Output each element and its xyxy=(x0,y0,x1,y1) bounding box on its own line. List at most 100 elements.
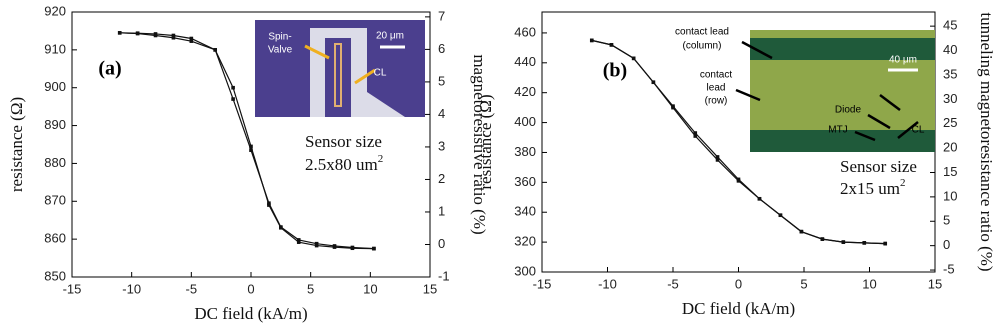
y2-tick-label: 3 xyxy=(438,138,445,153)
x-tick-label: -15 xyxy=(63,281,82,296)
data-point xyxy=(189,36,194,41)
y-tick-label: 300 xyxy=(514,263,536,278)
x-tick-label: 15 xyxy=(423,281,437,296)
y2-tick-label: 40 xyxy=(943,42,957,57)
inset-label: contact xyxy=(700,70,732,81)
data-point xyxy=(117,31,122,35)
inset-label: Diode xyxy=(835,105,862,116)
arrow xyxy=(304,44,330,60)
sensor-dims: 2x15 um2 xyxy=(840,177,905,198)
inset-pattern xyxy=(325,38,351,117)
y-tick-label: 890 xyxy=(44,117,66,132)
y2-tick-label: 2 xyxy=(438,171,445,186)
y2-tick-label: -5 xyxy=(943,261,955,276)
sensor-dims-exponent: 2 xyxy=(900,177,906,189)
y-tick-label: 920 xyxy=(44,3,66,18)
x-tick-label: 5 xyxy=(800,276,807,291)
panel-label: (a) xyxy=(98,58,121,80)
y2-tick-label: 0 xyxy=(943,237,950,252)
x-tick-label: 0 xyxy=(735,276,742,291)
data-point xyxy=(171,33,176,38)
data-point xyxy=(820,237,825,241)
data-point xyxy=(841,240,846,244)
x-tick-label: 10 xyxy=(862,276,876,291)
y2-tick-label: 45 xyxy=(943,18,957,33)
data-point xyxy=(799,229,804,234)
inset-label: (column) xyxy=(683,41,722,52)
y2-tick-label: 5 xyxy=(438,73,445,88)
data-point xyxy=(651,80,656,85)
sensor-dims: 2.5x80 um2 xyxy=(305,153,383,174)
data-point xyxy=(314,243,319,248)
data-point xyxy=(135,31,140,36)
x-tick-label: -5 xyxy=(667,276,679,291)
data-point xyxy=(267,203,271,207)
inset-label: CL xyxy=(912,125,925,136)
y-tick-label: 910 xyxy=(44,41,66,56)
data-point xyxy=(589,38,594,43)
x-tick-label: -10 xyxy=(122,281,141,296)
y-axis-title: resistance (Ω) xyxy=(7,97,26,192)
data-point xyxy=(279,225,283,230)
x-tick-label: 10 xyxy=(363,281,377,296)
y-tick-label: 420 xyxy=(514,84,536,99)
data-point xyxy=(778,213,783,218)
y-tick-label: 870 xyxy=(44,193,66,208)
x-tick-label: 5 xyxy=(307,281,314,296)
y2-tick-label: 7 xyxy=(438,8,445,23)
y-tick-label: 850 xyxy=(44,268,66,283)
data-point xyxy=(171,35,176,40)
inset-label: 20 μm xyxy=(376,31,404,42)
y-tick-label: 860 xyxy=(44,231,66,246)
data-point xyxy=(609,43,614,47)
y-tick-label: 360 xyxy=(514,174,536,189)
x-tick-label: -15 xyxy=(533,276,552,291)
x-tick-label: 0 xyxy=(247,281,254,296)
arrow xyxy=(897,121,919,139)
data-point xyxy=(631,56,636,61)
y2-tick-label: 4 xyxy=(438,106,445,121)
data-point xyxy=(296,240,301,244)
sensor-dims-exponent: 2 xyxy=(378,153,384,165)
y-tick-label: 380 xyxy=(514,144,536,159)
data-point xyxy=(372,246,376,251)
y2-axis-title: tunneling magnetoresistance ratio (%) xyxy=(977,12,996,271)
inset-label: (row) xyxy=(705,96,728,107)
data-point xyxy=(296,238,301,242)
sensor-size: Sensor size xyxy=(305,132,382,151)
y2-tick-label: 15 xyxy=(943,164,957,179)
y2-tick-label: 0 xyxy=(438,236,445,251)
data-point xyxy=(693,134,698,138)
x-tick-label: -10 xyxy=(598,276,617,291)
data-point xyxy=(671,105,675,110)
x-axis-title: DC field (kA/m) xyxy=(194,304,307,323)
arrow xyxy=(354,68,376,85)
data-point xyxy=(757,196,762,201)
inset-label: contact lead xyxy=(675,27,729,38)
data-point xyxy=(883,241,888,246)
inset-pattern xyxy=(750,38,935,60)
data-point xyxy=(153,33,158,38)
data-point xyxy=(862,241,867,245)
data-point xyxy=(249,144,253,149)
y2-tick-label: -1 xyxy=(438,268,450,283)
x-axis-title: DC field (kA/m) xyxy=(682,299,795,318)
y2-axis-title: magnetoresistive ratio (%) xyxy=(470,54,489,234)
sensor-dims-text: 2.5x80 um xyxy=(305,155,378,174)
y2-tick-label: 1 xyxy=(438,203,445,218)
y2-tick-label: 30 xyxy=(943,91,957,106)
inset-pattern xyxy=(750,130,935,152)
inset-label: CL xyxy=(374,68,387,79)
data-point xyxy=(332,245,337,249)
x-tick-label: 15 xyxy=(928,276,942,291)
inset-label: Spin- xyxy=(268,32,291,43)
arrow xyxy=(867,113,891,130)
inset-label: MTJ xyxy=(828,125,847,136)
data-point xyxy=(231,97,235,101)
y-tick-label: 440 xyxy=(514,54,536,69)
y-tick-label: 320 xyxy=(514,234,536,249)
y-axis-title: resistance (Ω) xyxy=(476,94,495,189)
y2-tick-label: 20 xyxy=(943,140,957,155)
data-point xyxy=(249,148,253,152)
